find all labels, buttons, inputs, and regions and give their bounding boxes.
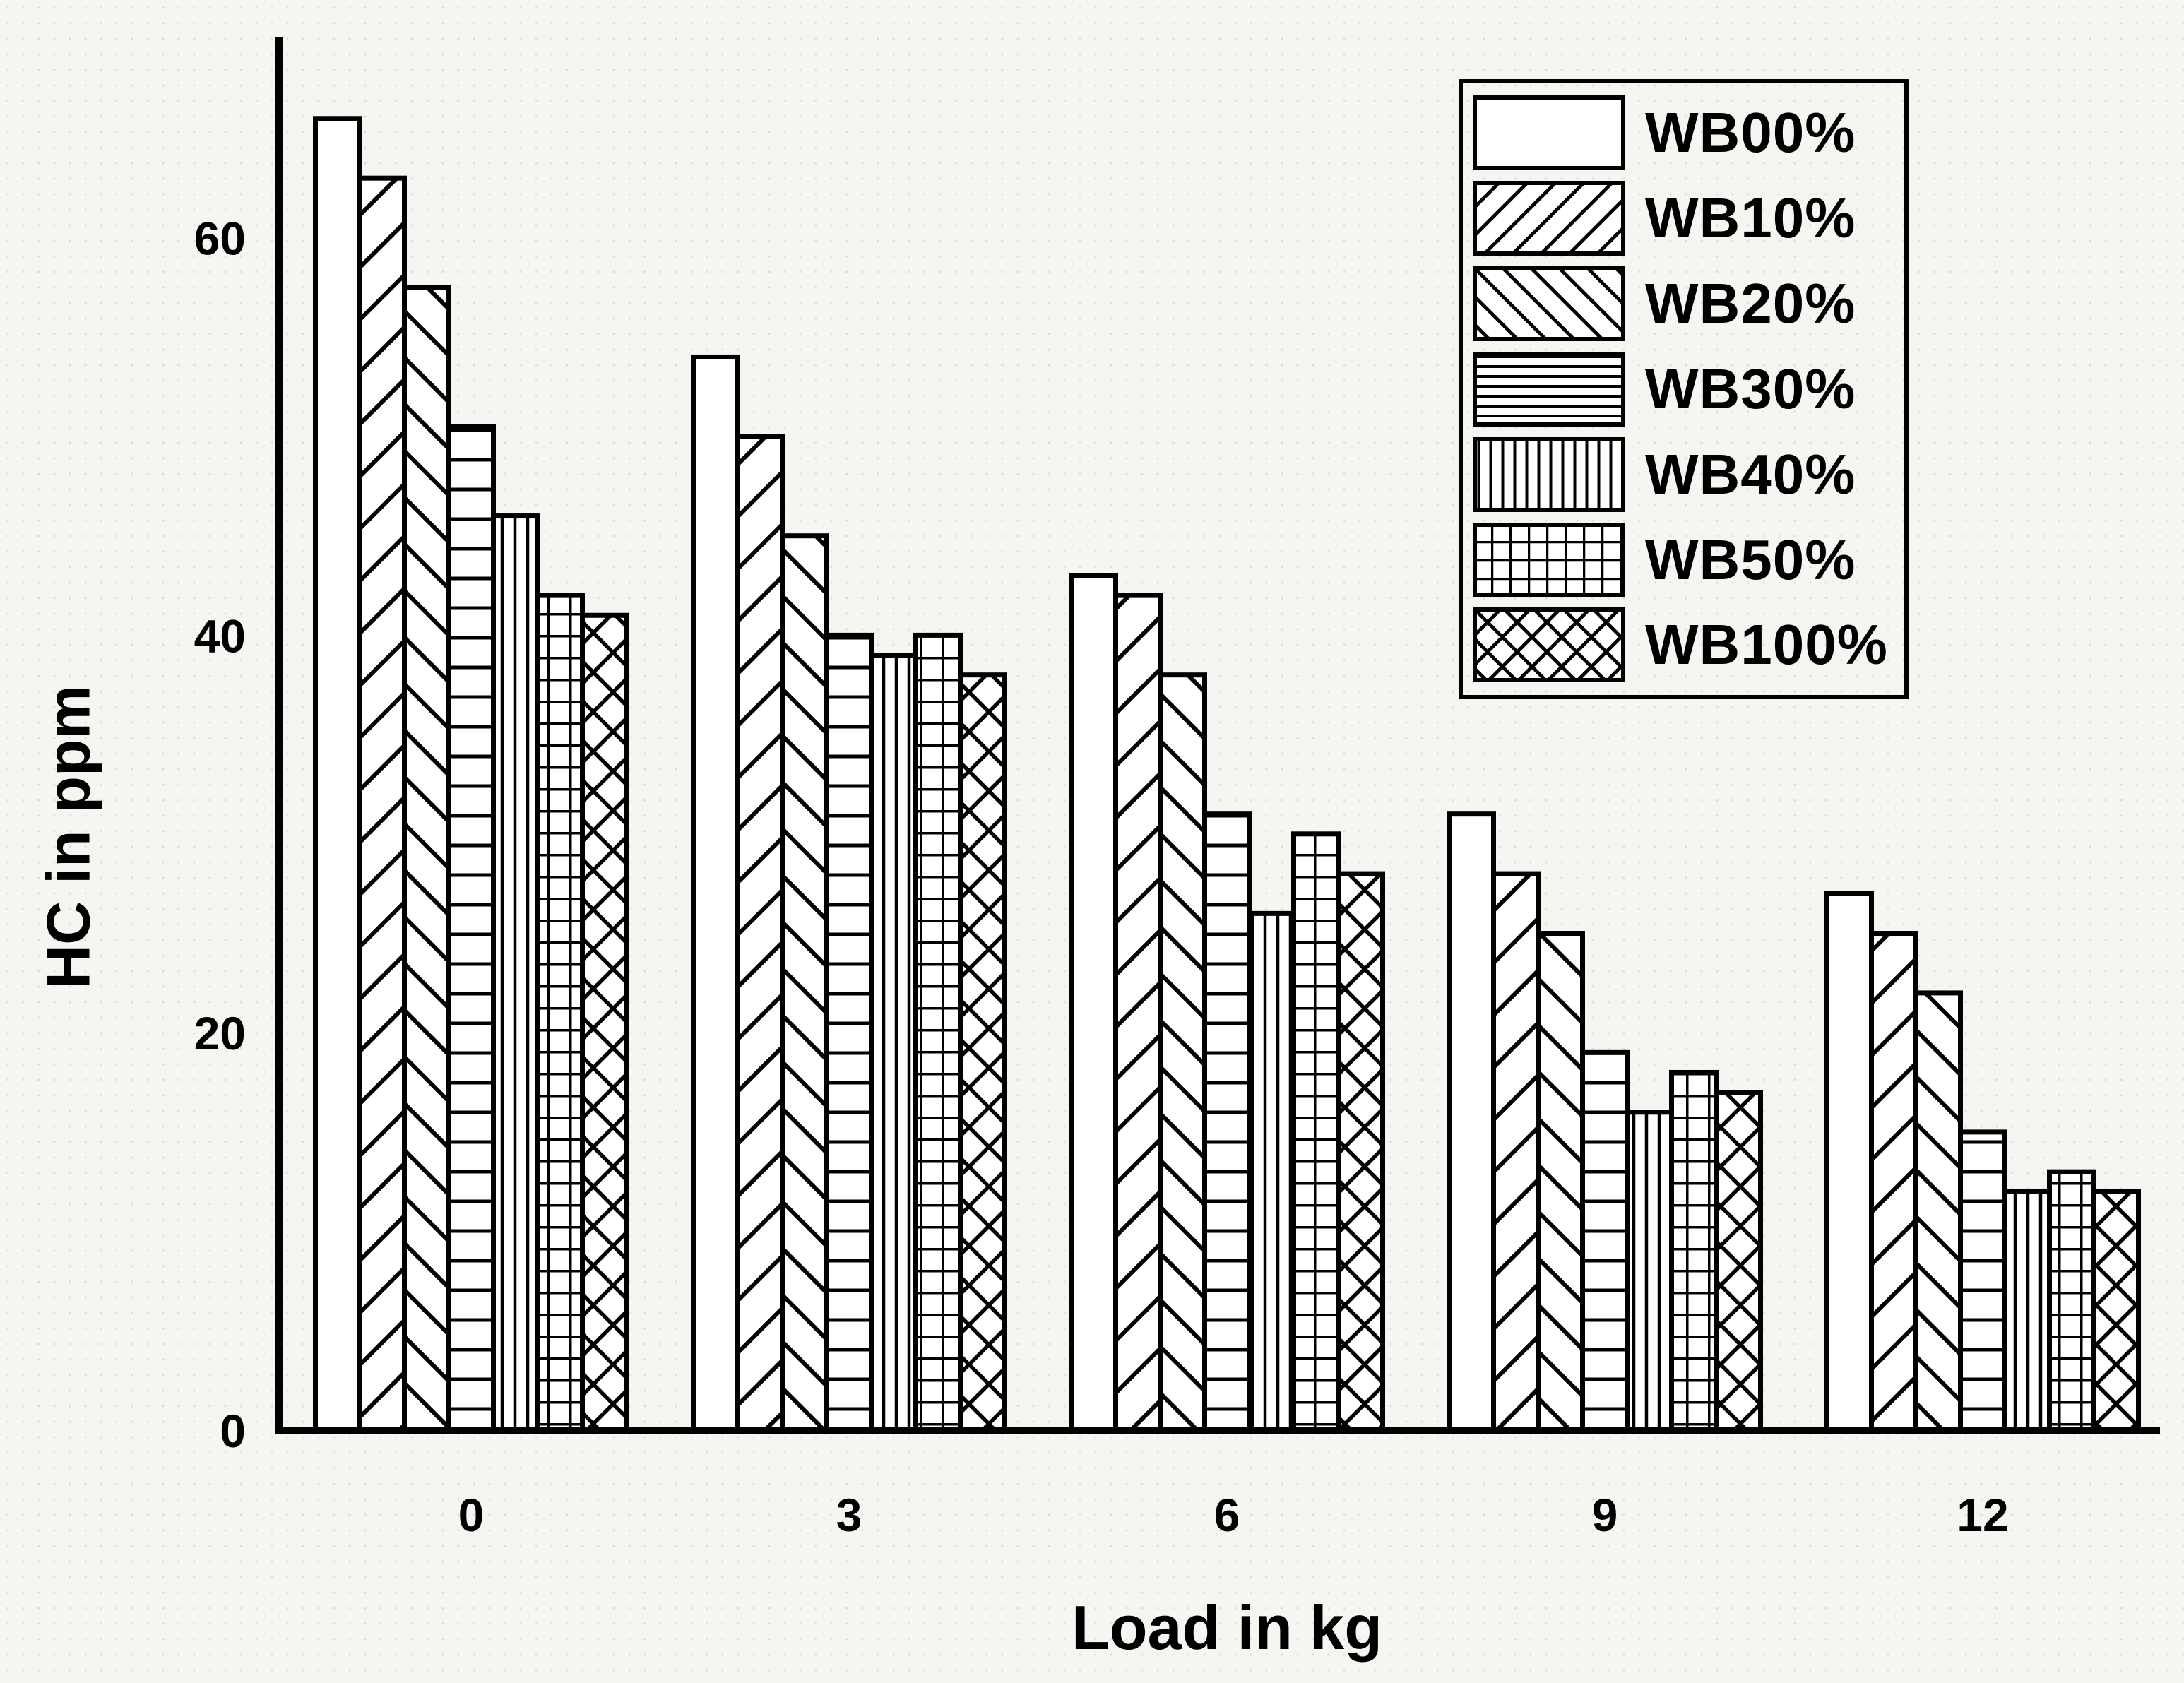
bar-WB50-load-6 bbox=[1291, 831, 1341, 1433]
bar-WB30-load-6 bbox=[1202, 811, 1252, 1433]
bar-WB00-load-0 bbox=[313, 116, 362, 1433]
legend-swatch-wb100-icon bbox=[1473, 607, 1625, 683]
bar-WB100-load-3 bbox=[958, 672, 1007, 1433]
bar-WB10-load-9 bbox=[1491, 871, 1541, 1433]
bar-WB40-load-0 bbox=[491, 513, 540, 1433]
legend-swatch-wb10-icon bbox=[1473, 181, 1625, 256]
x-tick-label: 9 bbox=[1592, 1489, 1618, 1541]
bar-WB20-load-3 bbox=[780, 533, 829, 1433]
x-axis-title: Load in kg bbox=[1072, 1593, 1382, 1663]
legend-item-wb50: WB50% bbox=[1473, 522, 1904, 597]
axes-layer bbox=[275, 37, 2160, 1434]
bar-WB30-load-0 bbox=[446, 424, 496, 1433]
bars-layer bbox=[313, 116, 2141, 1433]
bar-WB100-load-0 bbox=[580, 612, 629, 1433]
x-tick-label: 6 bbox=[1214, 1489, 1240, 1541]
bar-WB40-load-12 bbox=[2002, 1189, 2052, 1433]
y-axis-title: HC in ppm bbox=[35, 685, 103, 989]
bar-WB00-load-6 bbox=[1069, 573, 1118, 1433]
bar-WB10-load-0 bbox=[357, 175, 407, 1433]
legend-item-wb30: WB30% bbox=[1473, 351, 1904, 427]
bar-WB20-load-9 bbox=[1536, 931, 1585, 1433]
bar-WB50-load-12 bbox=[2047, 1169, 2096, 1433]
bar-WB50-load-3 bbox=[913, 632, 963, 1433]
legend-item-wb100: WB100% bbox=[1473, 607, 1904, 683]
legend-swatch-wb40-icon bbox=[1473, 436, 1625, 512]
legend-label: WB00% bbox=[1645, 101, 1856, 165]
bar-WB20-load-6 bbox=[1158, 672, 1207, 1433]
legend-swatch-wb30-icon bbox=[1473, 351, 1625, 427]
bar-WB10-load-6 bbox=[1113, 593, 1163, 1433]
legend-item-wb00: WB00% bbox=[1473, 95, 1904, 171]
bar-WB100-load-6 bbox=[1336, 871, 1385, 1433]
x-tick-label: 3 bbox=[836, 1489, 862, 1541]
legend-label: WB100% bbox=[1645, 613, 1888, 677]
bar-WB20-load-0 bbox=[402, 285, 451, 1433]
bar-WB100-load-12 bbox=[2091, 1189, 2141, 1433]
bar-WB10-load-3 bbox=[735, 434, 785, 1433]
x-tick-label: 12 bbox=[1957, 1489, 2008, 1541]
legend-item-wb20: WB20% bbox=[1473, 266, 1904, 342]
y-tick-label: 60 bbox=[194, 213, 246, 265]
bar-WB30-load-9 bbox=[1580, 1049, 1630, 1433]
x-tick-label: 0 bbox=[458, 1489, 485, 1541]
legend-label: WB10% bbox=[1645, 186, 1856, 250]
ticks-layer: 0 20 40 60 0 3 6 9 12 bbox=[194, 213, 2009, 1541]
bar-WB00-load-12 bbox=[1824, 891, 1874, 1433]
bar-WB10-load-12 bbox=[1869, 931, 1918, 1433]
legend-label: WB50% bbox=[1645, 528, 1856, 591]
y-tick-label: 40 bbox=[194, 609, 246, 662]
bar-WB30-load-3 bbox=[824, 632, 874, 1433]
legend-label: WB40% bbox=[1645, 442, 1856, 506]
bar-WB00-load-9 bbox=[1447, 811, 1496, 1433]
legend-label: WB20% bbox=[1645, 272, 1856, 335]
bar-WB40-load-9 bbox=[1625, 1110, 1674, 1433]
bar-WB50-load-9 bbox=[1669, 1069, 1719, 1433]
bar-WB30-load-12 bbox=[1958, 1129, 2007, 1433]
legend: WB00% WB10% WB20% WB30% WB40% WB50% WB10… bbox=[1459, 79, 1909, 699]
bar-WB50-load-0 bbox=[535, 593, 585, 1433]
bar-WB40-load-6 bbox=[1247, 910, 1296, 1433]
legend-swatch-wb50-icon bbox=[1473, 522, 1625, 597]
legend-swatch-wb20-icon bbox=[1473, 266, 1625, 342]
y-tick-label: 20 bbox=[194, 1007, 246, 1059]
legend-item-wb10: WB10% bbox=[1473, 181, 1904, 256]
legend-swatch-wb00-icon bbox=[1473, 95, 1625, 171]
bar-WB40-load-3 bbox=[869, 653, 918, 1433]
bar-WB00-load-3 bbox=[691, 354, 740, 1433]
legend-label: WB30% bbox=[1645, 357, 1856, 420]
bar-WB20-load-12 bbox=[1913, 990, 1963, 1433]
y-tick-label: 0 bbox=[220, 1405, 246, 1457]
legend-item-wb40: WB40% bbox=[1473, 436, 1904, 512]
bar-WB100-load-9 bbox=[1714, 1090, 1763, 1433]
